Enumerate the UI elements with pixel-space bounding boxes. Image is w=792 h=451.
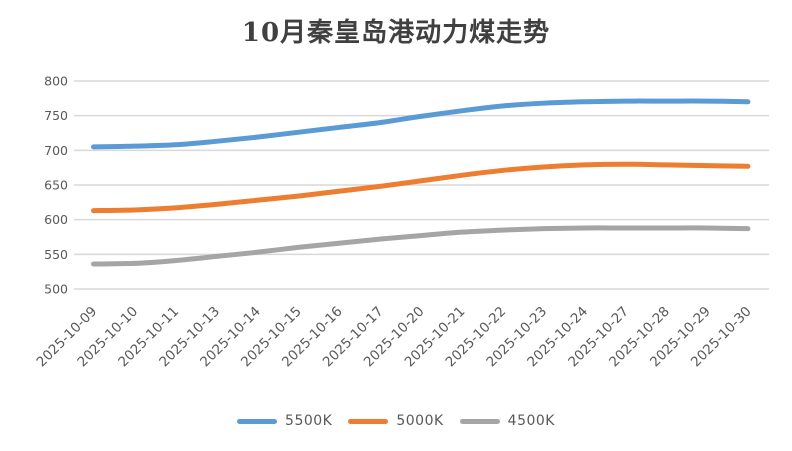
legend-swatch-4500k	[459, 418, 500, 424]
legend-swatch-5500k	[237, 418, 278, 424]
y-axis-tick-label: 750	[44, 108, 68, 123]
legend: 5500K 5000K 4500K	[0, 409, 792, 433]
y-axis-tick-label: 650	[44, 178, 68, 193]
legend-label: 4500K	[507, 413, 555, 429]
legend-label: 5000K	[396, 413, 444, 429]
y-axis-tick-label: 700	[44, 143, 68, 158]
legend-item-5500k: 5500K	[237, 413, 332, 429]
y-axis-tick-label: 600	[44, 212, 68, 227]
chart-title: 10月秦皇岛港动力煤走势	[241, 18, 551, 48]
legend-item-4500k: 4500K	[459, 413, 555, 429]
y-axis-tick-label: 800	[44, 74, 68, 89]
plot-area: 8007507006506005505002025-10-092025-10-1…	[34, 74, 769, 370]
y-axis-tick-label: 500	[44, 282, 68, 297]
legend-item-5000k: 5000K	[348, 413, 443, 429]
legend-label: 5500K	[285, 413, 333, 429]
series-line-4500k	[91, 225, 751, 267]
y-axis-tick-label: 550	[44, 247, 68, 262]
legend-swatch-5000k	[348, 418, 389, 424]
series-line-5500k	[91, 98, 751, 150]
series-line-5000k	[91, 161, 751, 214]
